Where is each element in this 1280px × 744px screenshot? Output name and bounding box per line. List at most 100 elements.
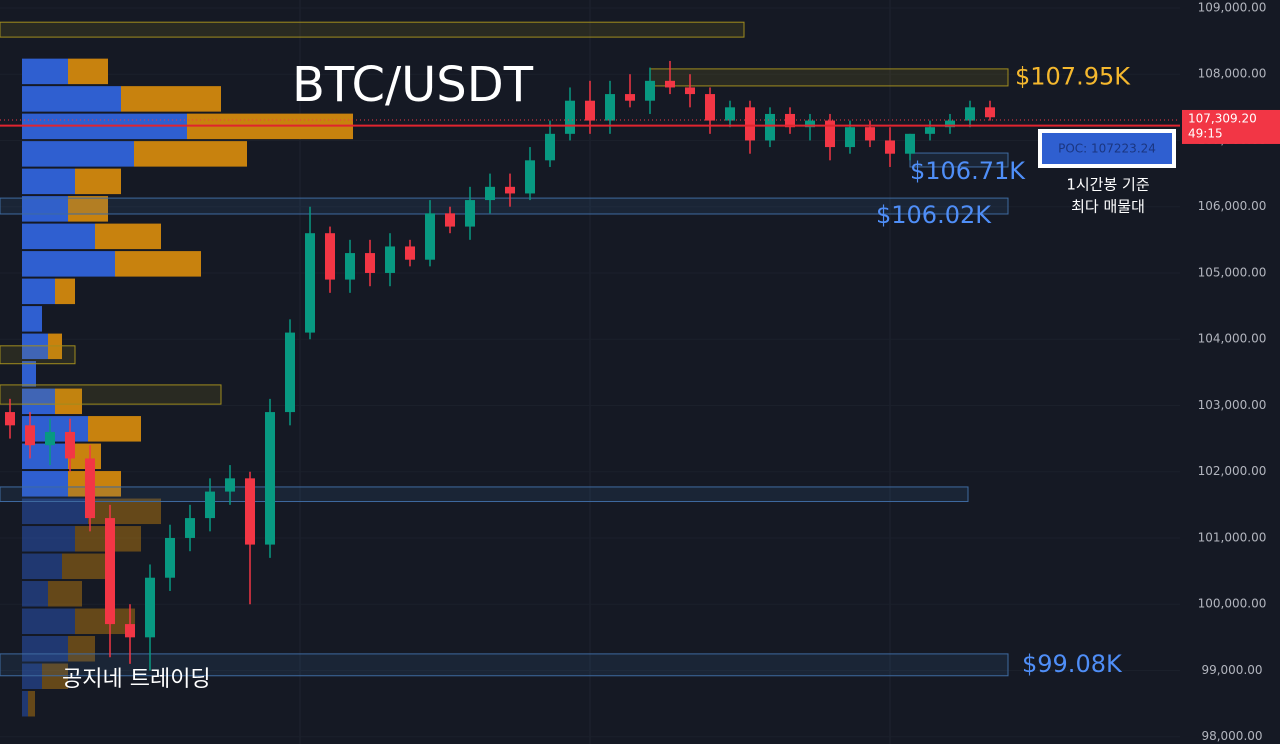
profile-sell	[68, 58, 108, 85]
profile-buy	[22, 636, 68, 662]
profile-buy	[22, 223, 95, 250]
profile-buy	[22, 608, 75, 635]
candle-body	[105, 518, 115, 625]
candle-body	[225, 478, 235, 492]
candle-body	[725, 107, 735, 121]
profile-buy	[22, 361, 36, 387]
watermark: 공지네 트레이딩	[62, 667, 211, 692]
profile-sell	[62, 553, 108, 580]
zone-label: $106.71K	[910, 157, 1026, 185]
profile-buy	[22, 581, 48, 607]
zone	[649, 68, 1009, 87]
candle-body	[945, 120, 955, 128]
profile-sell	[55, 278, 75, 305]
profile-buy	[22, 443, 68, 470]
candle-body	[525, 160, 535, 194]
poc-note: 최다 매물대	[1071, 198, 1145, 216]
profile-sell	[134, 141, 247, 167]
y-tick-label: 101,000.00	[1198, 530, 1267, 544]
current-price: 107,309.20	[1188, 111, 1257, 125]
candle-body	[585, 100, 595, 121]
zone	[0, 345, 76, 365]
profile-sell	[95, 223, 161, 250]
candle-body	[205, 491, 215, 519]
candle-body	[245, 478, 255, 545]
candle-body	[605, 94, 615, 121]
profile-buy	[22, 498, 88, 525]
profile-buy	[22, 526, 75, 552]
candle-body	[185, 518, 195, 538]
candle-body	[5, 412, 15, 426]
profile-sell	[88, 416, 141, 442]
chart-title: BTC/USDT	[292, 57, 534, 113]
poc-box	[1038, 129, 1176, 168]
candle-body	[265, 412, 275, 545]
profile-buy	[22, 141, 134, 167]
profile-sell	[28, 691, 35, 717]
y-tick-label: 104,000.00	[1198, 332, 1267, 346]
candle-body	[965, 107, 975, 121]
y-tick-label: 105,000.00	[1198, 265, 1267, 279]
candle-body	[405, 246, 415, 260]
candle-body	[865, 127, 875, 141]
candle-body	[905, 133, 915, 154]
zone	[0, 197, 1009, 215]
candle-body	[545, 133, 555, 161]
candle-body	[745, 107, 755, 141]
y-tick-label: 106,000.00	[1198, 199, 1267, 213]
profile-sell	[115, 251, 201, 277]
candle-body	[705, 94, 715, 121]
zone	[0, 384, 222, 405]
candle-body	[65, 431, 75, 459]
candle-body	[325, 233, 335, 280]
y-tick-label: 109,000.00	[1198, 0, 1267, 14]
candle-body	[385, 246, 395, 273]
profile-sell	[68, 636, 95, 662]
profile-buy	[22, 553, 62, 580]
profile-sell	[121, 86, 221, 112]
profile-sell	[55, 388, 82, 415]
profile-sell	[48, 581, 82, 607]
candle-body	[305, 233, 315, 333]
zone-label: $99.08K	[1022, 650, 1123, 678]
y-tick-label: 102,000.00	[1198, 464, 1267, 478]
candle-body	[925, 127, 935, 134]
candle-body	[885, 140, 895, 154]
candle-body	[165, 537, 175, 578]
poc-note: 1시간봉 기준	[1066, 176, 1150, 194]
profile-buy	[22, 86, 121, 112]
candle-body	[785, 113, 795, 128]
profile-buy	[22, 471, 68, 497]
candle-body	[645, 80, 655, 101]
profile-sell	[75, 168, 121, 195]
countdown: 49:15	[1188, 126, 1223, 140]
profile-buy	[22, 58, 68, 85]
profile-sell	[88, 498, 161, 525]
profile-buy	[22, 691, 28, 717]
candle-body	[485, 186, 495, 201]
y-tick-label: 103,000.00	[1198, 398, 1267, 412]
candle-body	[145, 577, 155, 638]
candle-body	[505, 186, 515, 194]
zone	[0, 21, 745, 38]
candle-body	[25, 425, 35, 446]
candle-body	[985, 107, 995, 118]
profile-buy	[22, 388, 55, 415]
profile-buy	[22, 168, 75, 195]
y-tick-label: 98,000.00	[1201, 729, 1262, 743]
candle-body	[765, 113, 775, 141]
candle-body	[45, 431, 55, 446]
candle-body	[85, 458, 95, 519]
zone-label: $107.95K	[1015, 62, 1131, 90]
zone	[0, 653, 1009, 677]
y-tick-label: 100,000.00	[1198, 597, 1267, 611]
candle-body	[685, 87, 695, 95]
candle-body	[345, 253, 355, 280]
zone-label: $106.02K	[876, 201, 992, 229]
candle-body	[285, 332, 295, 413]
candle-body	[625, 94, 635, 101]
y-tick-label: 108,000.00	[1198, 67, 1267, 81]
profile-buy	[22, 196, 68, 222]
